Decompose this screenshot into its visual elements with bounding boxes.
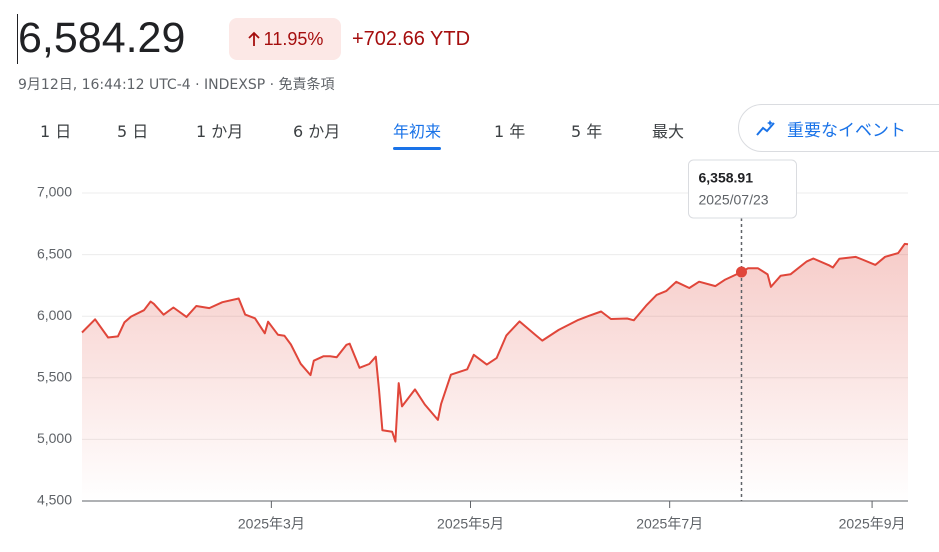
up-arrow bbox=[248, 31, 260, 46]
area-fill bbox=[82, 243, 908, 501]
x-tick-label: 2025年9月 bbox=[839, 516, 906, 532]
y-tick-label: 7,000 bbox=[37, 184, 72, 200]
change-absolute: +702.66 YTD bbox=[352, 28, 471, 50]
range-tab[interactable]: 1 年 bbox=[494, 122, 526, 141]
range-tab[interactable]: 6 か月 bbox=[293, 122, 341, 141]
range-tab[interactable]: 1 日 bbox=[40, 122, 72, 141]
change-badge: 11.95% bbox=[229, 18, 341, 60]
range-tab[interactable]: 年初来 bbox=[393, 118, 442, 150]
events-label: 重要なイベント bbox=[787, 120, 906, 141]
y-tick-label: 6,500 bbox=[37, 245, 72, 261]
y-tick-label: 4,500 bbox=[37, 492, 72, 508]
highlight-point bbox=[735, 266, 747, 278]
tooltip-value: 6,358.91 bbox=[698, 170, 753, 186]
cursor bbox=[17, 14, 18, 64]
x-tick-label: 2025年5月 bbox=[437, 516, 504, 532]
range-tab[interactable]: 1 か月 bbox=[196, 122, 244, 141]
subtitle: 9月12日, 16:44:12 UTC-4 · INDEXSP · 免責条項 bbox=[18, 77, 335, 93]
events-icon bbox=[756, 120, 775, 136]
exchange: INDEXSP bbox=[204, 77, 266, 93]
disclaimer-link[interactable]: 免責条項 bbox=[278, 77, 335, 93]
range-tab[interactable]: 最大 bbox=[652, 122, 685, 141]
tooltip-box bbox=[687, 159, 797, 219]
tooltip-date: 2025/07/23 bbox=[698, 192, 768, 208]
range-tab[interactable]: 5 日 bbox=[117, 122, 149, 141]
x-tick-label: 2025年7月 bbox=[636, 516, 703, 532]
tooltip: 6,358.91 2025/07/23 bbox=[687, 159, 797, 219]
x-tick-label: 2025年3月 bbox=[238, 516, 305, 532]
price-line bbox=[81, 242, 909, 443]
price: 6,584.29 bbox=[18, 14, 186, 62]
timestamp: 9月12日, 16:44:12 UTC-4 bbox=[18, 77, 191, 93]
y-tick-label: 5,500 bbox=[37, 369, 72, 385]
chart: 4,500 5,000 5,500 6,000 6,500 7,000 2025年3月 202… bbox=[37, 159, 909, 532]
range-tab[interactable]: 5 年 bbox=[571, 122, 603, 141]
events-button[interactable]: 重要なイベント bbox=[738, 104, 939, 152]
change-percent: 11.95% bbox=[263, 28, 324, 49]
y-tick-label: 5,000 bbox=[37, 430, 72, 446]
y-tick-label: 6,000 bbox=[37, 307, 72, 323]
